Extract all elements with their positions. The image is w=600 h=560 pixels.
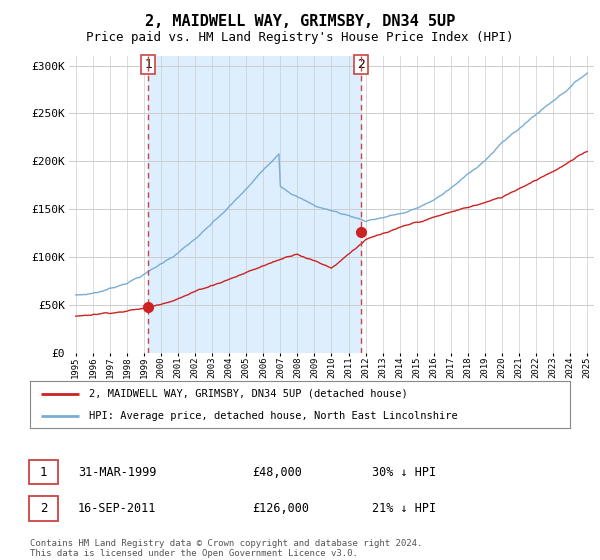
- Text: 16-SEP-2011: 16-SEP-2011: [78, 502, 157, 515]
- Text: 2: 2: [40, 502, 47, 515]
- Text: £48,000: £48,000: [252, 465, 302, 479]
- Text: Contains HM Land Registry data © Crown copyright and database right 2024.
This d: Contains HM Land Registry data © Crown c…: [30, 539, 422, 558]
- Text: 1: 1: [145, 58, 152, 71]
- Text: 2, MAIDWELL WAY, GRIMSBY, DN34 5UP: 2, MAIDWELL WAY, GRIMSBY, DN34 5UP: [145, 14, 455, 29]
- Text: 1: 1: [40, 465, 47, 479]
- Text: 31-MAR-1999: 31-MAR-1999: [78, 465, 157, 479]
- Text: £126,000: £126,000: [252, 502, 309, 515]
- Text: 2, MAIDWELL WAY, GRIMSBY, DN34 5UP (detached house): 2, MAIDWELL WAY, GRIMSBY, DN34 5UP (deta…: [89, 389, 408, 399]
- Text: HPI: Average price, detached house, North East Lincolnshire: HPI: Average price, detached house, Nort…: [89, 410, 458, 421]
- Text: 21% ↓ HPI: 21% ↓ HPI: [372, 502, 436, 515]
- Text: 2: 2: [358, 58, 365, 71]
- Bar: [148, 56, 361, 353]
- Text: 30% ↓ HPI: 30% ↓ HPI: [372, 465, 436, 479]
- Text: Price paid vs. HM Land Registry's House Price Index (HPI): Price paid vs. HM Land Registry's House …: [86, 31, 514, 44]
